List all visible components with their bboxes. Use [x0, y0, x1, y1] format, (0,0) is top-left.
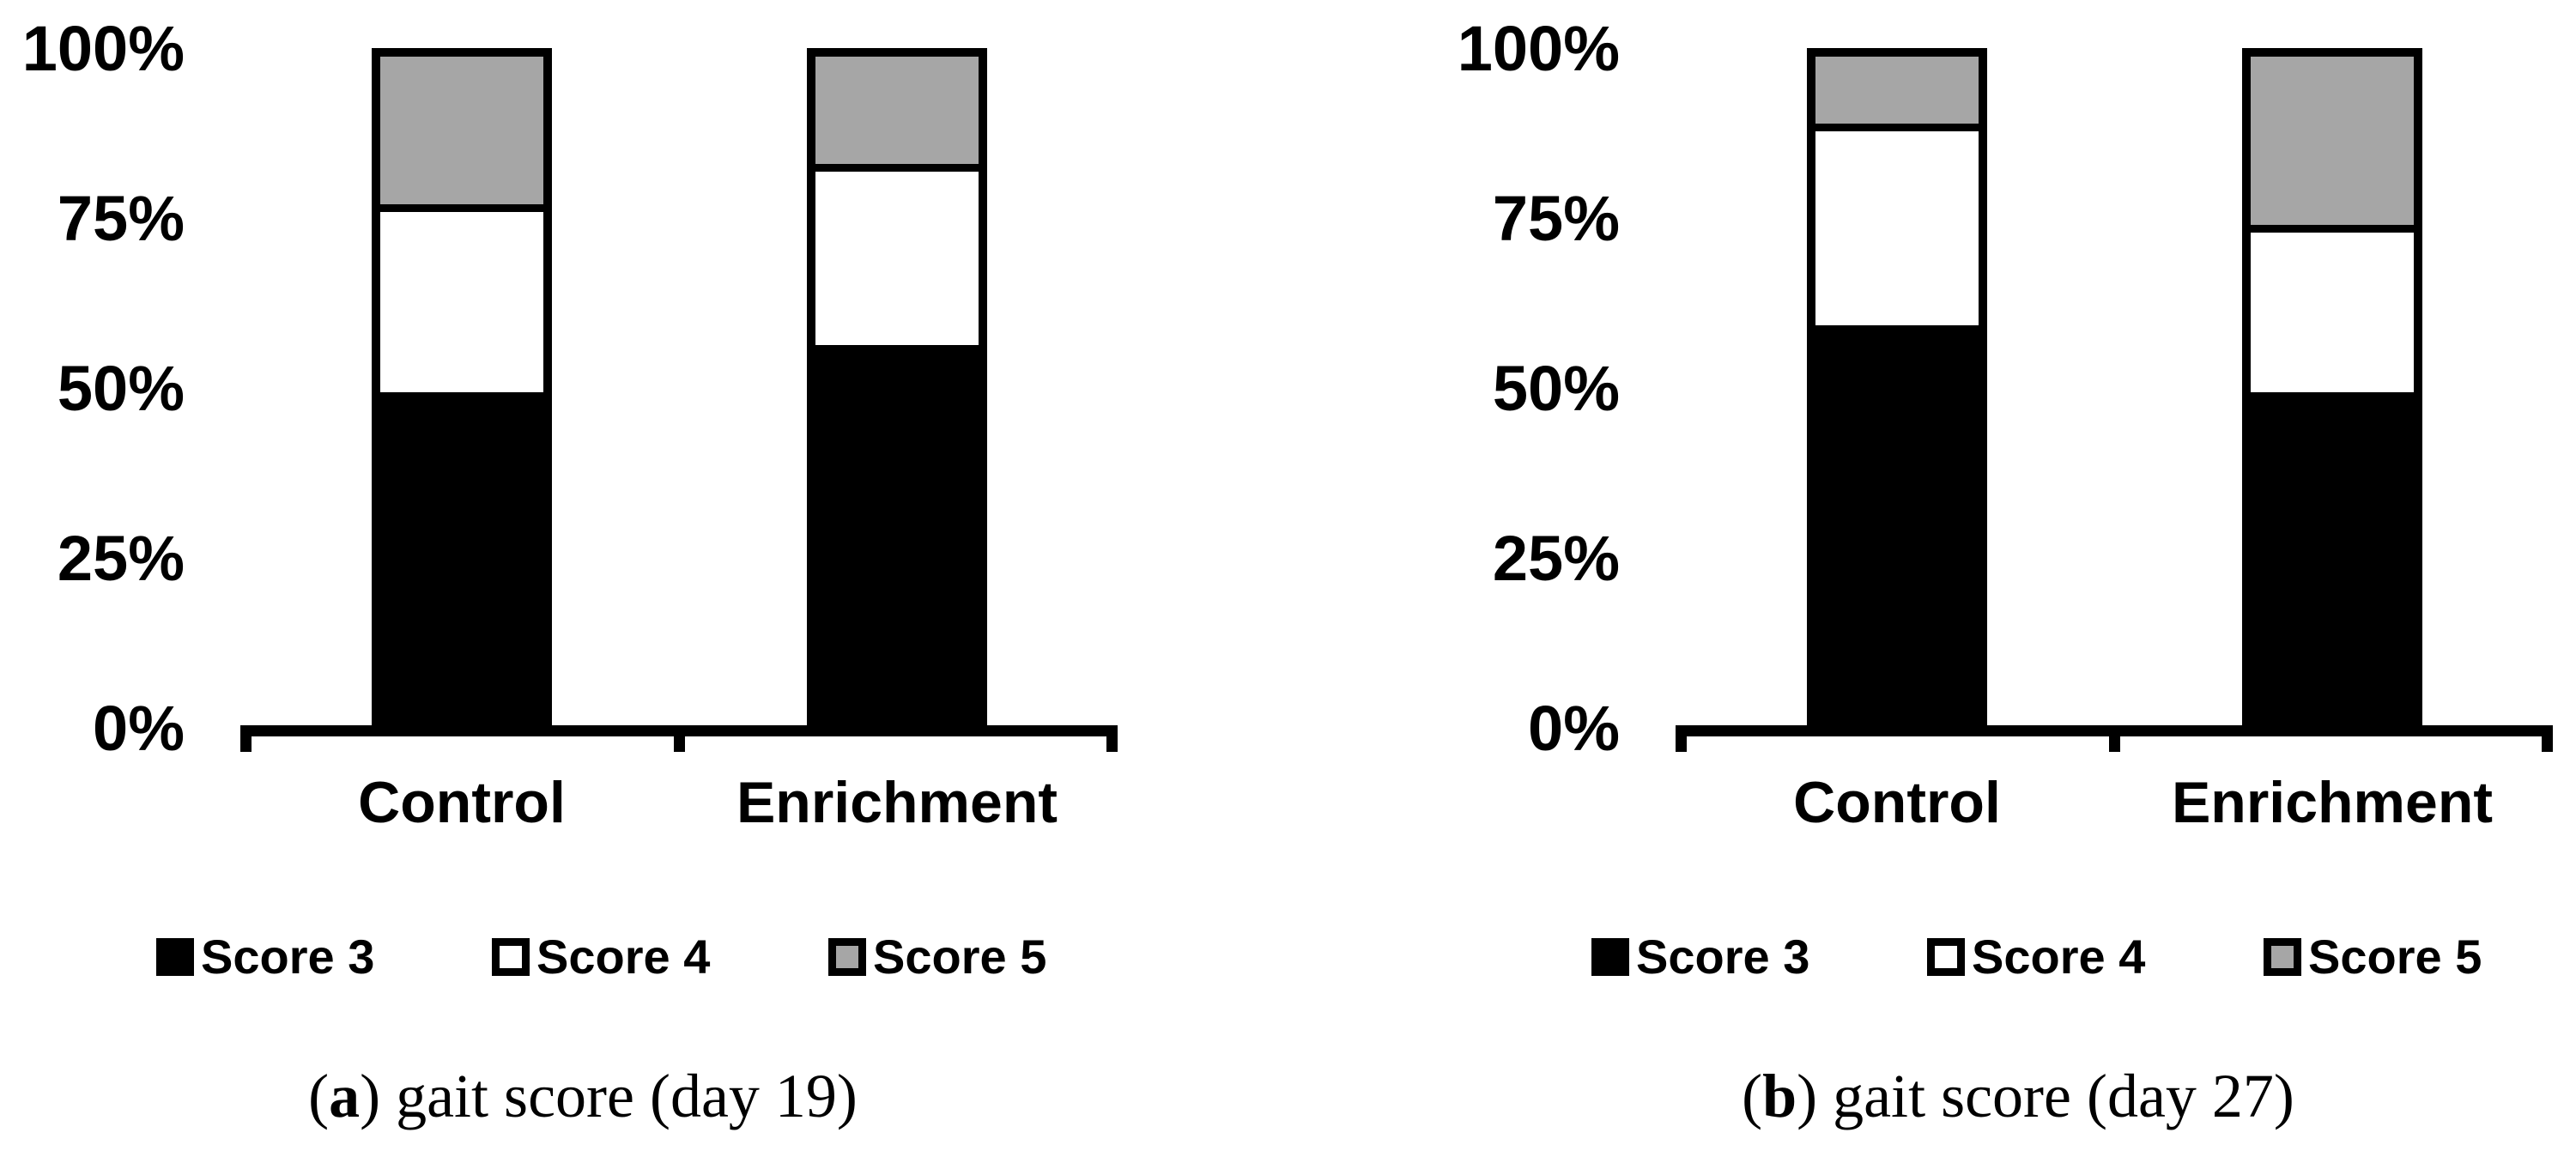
segment-score4 [2251, 224, 2414, 392]
bar-control-day27 [1807, 48, 1987, 736]
legend-label-score3: Score 3 [1636, 930, 1810, 984]
legend-label-score4: Score 4 [1972, 930, 2146, 984]
segment-score4 [1815, 124, 1979, 325]
panel-b-caption: (b) gait score (day 27) [1742, 1062, 2294, 1130]
segment-score5 [1815, 57, 1979, 124]
y-axis-label-100: 100% [1457, 13, 1620, 84]
segment-score5 [2251, 57, 2414, 225]
bar-control-day19 [372, 48, 552, 736]
segment-score4 [815, 164, 979, 346]
category-label-enrichment: Enrichment [736, 770, 1058, 835]
y-axis-label-75: 75% [57, 183, 185, 254]
legend-swatch-score3-icon [156, 938, 194, 976]
x-axis-tick [674, 725, 685, 752]
y-axis-label-50: 50% [57, 353, 185, 424]
legend-label-score3: Score 3 [201, 930, 375, 984]
category-label-control: Control [1793, 770, 2001, 835]
panel-a-caption: (a) gait score (day 19) [308, 1062, 858, 1130]
segment-score3 [380, 391, 543, 728]
legend-swatch-score4-icon [492, 938, 530, 976]
x-axis-tick [1106, 725, 1118, 752]
y-axis-label-75: 75% [1492, 183, 1620, 254]
category-label-control: Control [358, 770, 566, 835]
bar-enrichment-day19 [807, 48, 987, 736]
legend-swatch-score4-icon [1927, 938, 1965, 976]
segment-score3 [815, 345, 979, 728]
legend-item-score3: Score 3 [1591, 932, 1809, 982]
legend-label-score5: Score 5 [2308, 930, 2482, 984]
legend-item-score5: Score 5 [828, 932, 1046, 982]
segment-score3 [2251, 392, 2414, 728]
y-axis-label-100: 100% [21, 13, 185, 84]
segment-score4 [380, 204, 543, 392]
legend-item-score4: Score 4 [492, 932, 710, 982]
segment-score5 [815, 57, 979, 165]
legend-item-score4: Score 4 [1927, 932, 2145, 982]
x-axis-tick [2542, 725, 2553, 752]
y-axis-label-25: 25% [1492, 523, 1620, 594]
bar-enrichment-day27 [2242, 48, 2422, 736]
legend-item-score3: Score 3 [156, 932, 374, 982]
y-axis-label-0: 0% [93, 693, 185, 764]
legend-swatch-score5-icon [2264, 938, 2301, 976]
y-axis-label-25: 25% [57, 523, 185, 594]
legend-swatch-score5-icon [828, 938, 866, 976]
y-axis-label-0: 0% [1528, 693, 1620, 764]
category-label-enrichment: Enrichment [2171, 770, 2494, 835]
legend-swatch-score3-icon [1591, 938, 1629, 976]
x-axis-tick [2109, 725, 2120, 752]
legend-label-score5: Score 5 [873, 930, 1047, 984]
legend-label-score4: Score 4 [536, 930, 711, 984]
segment-score3 [1815, 324, 1979, 728]
y-axis-label-50: 50% [1492, 353, 1620, 424]
x-axis-tick [1676, 725, 1687, 752]
segment-score5 [380, 57, 543, 205]
legend-item-score5: Score 5 [2264, 932, 2482, 982]
x-axis-tick [240, 725, 252, 752]
